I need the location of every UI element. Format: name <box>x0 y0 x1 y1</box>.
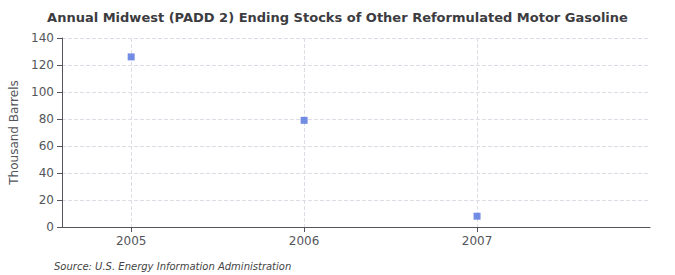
svg-text:Source: U.S. Energy Informatio: Source: U.S. Energy Information Administ… <box>54 261 291 272</box>
svg-text:Thousand Barrels: Thousand Barrels <box>7 80 21 185</box>
svg-text:Annual Midwest (PADD 2) Ending: Annual Midwest (PADD 2) Ending Stocks of… <box>47 10 628 25</box>
svg-text:120: 120 <box>31 58 54 72</box>
svg-text:60: 60 <box>39 139 54 153</box>
svg-text:40: 40 <box>39 166 54 180</box>
svg-text:140: 140 <box>31 31 54 45</box>
svg-text:20: 20 <box>39 193 54 207</box>
svg-text:80: 80 <box>39 112 54 126</box>
svg-text:2005: 2005 <box>116 234 147 248</box>
svg-text:0: 0 <box>46 220 54 234</box>
svg-text:2007: 2007 <box>462 234 493 248</box>
svg-text:100: 100 <box>31 85 54 99</box>
svg-text:2006: 2006 <box>289 234 320 248</box>
